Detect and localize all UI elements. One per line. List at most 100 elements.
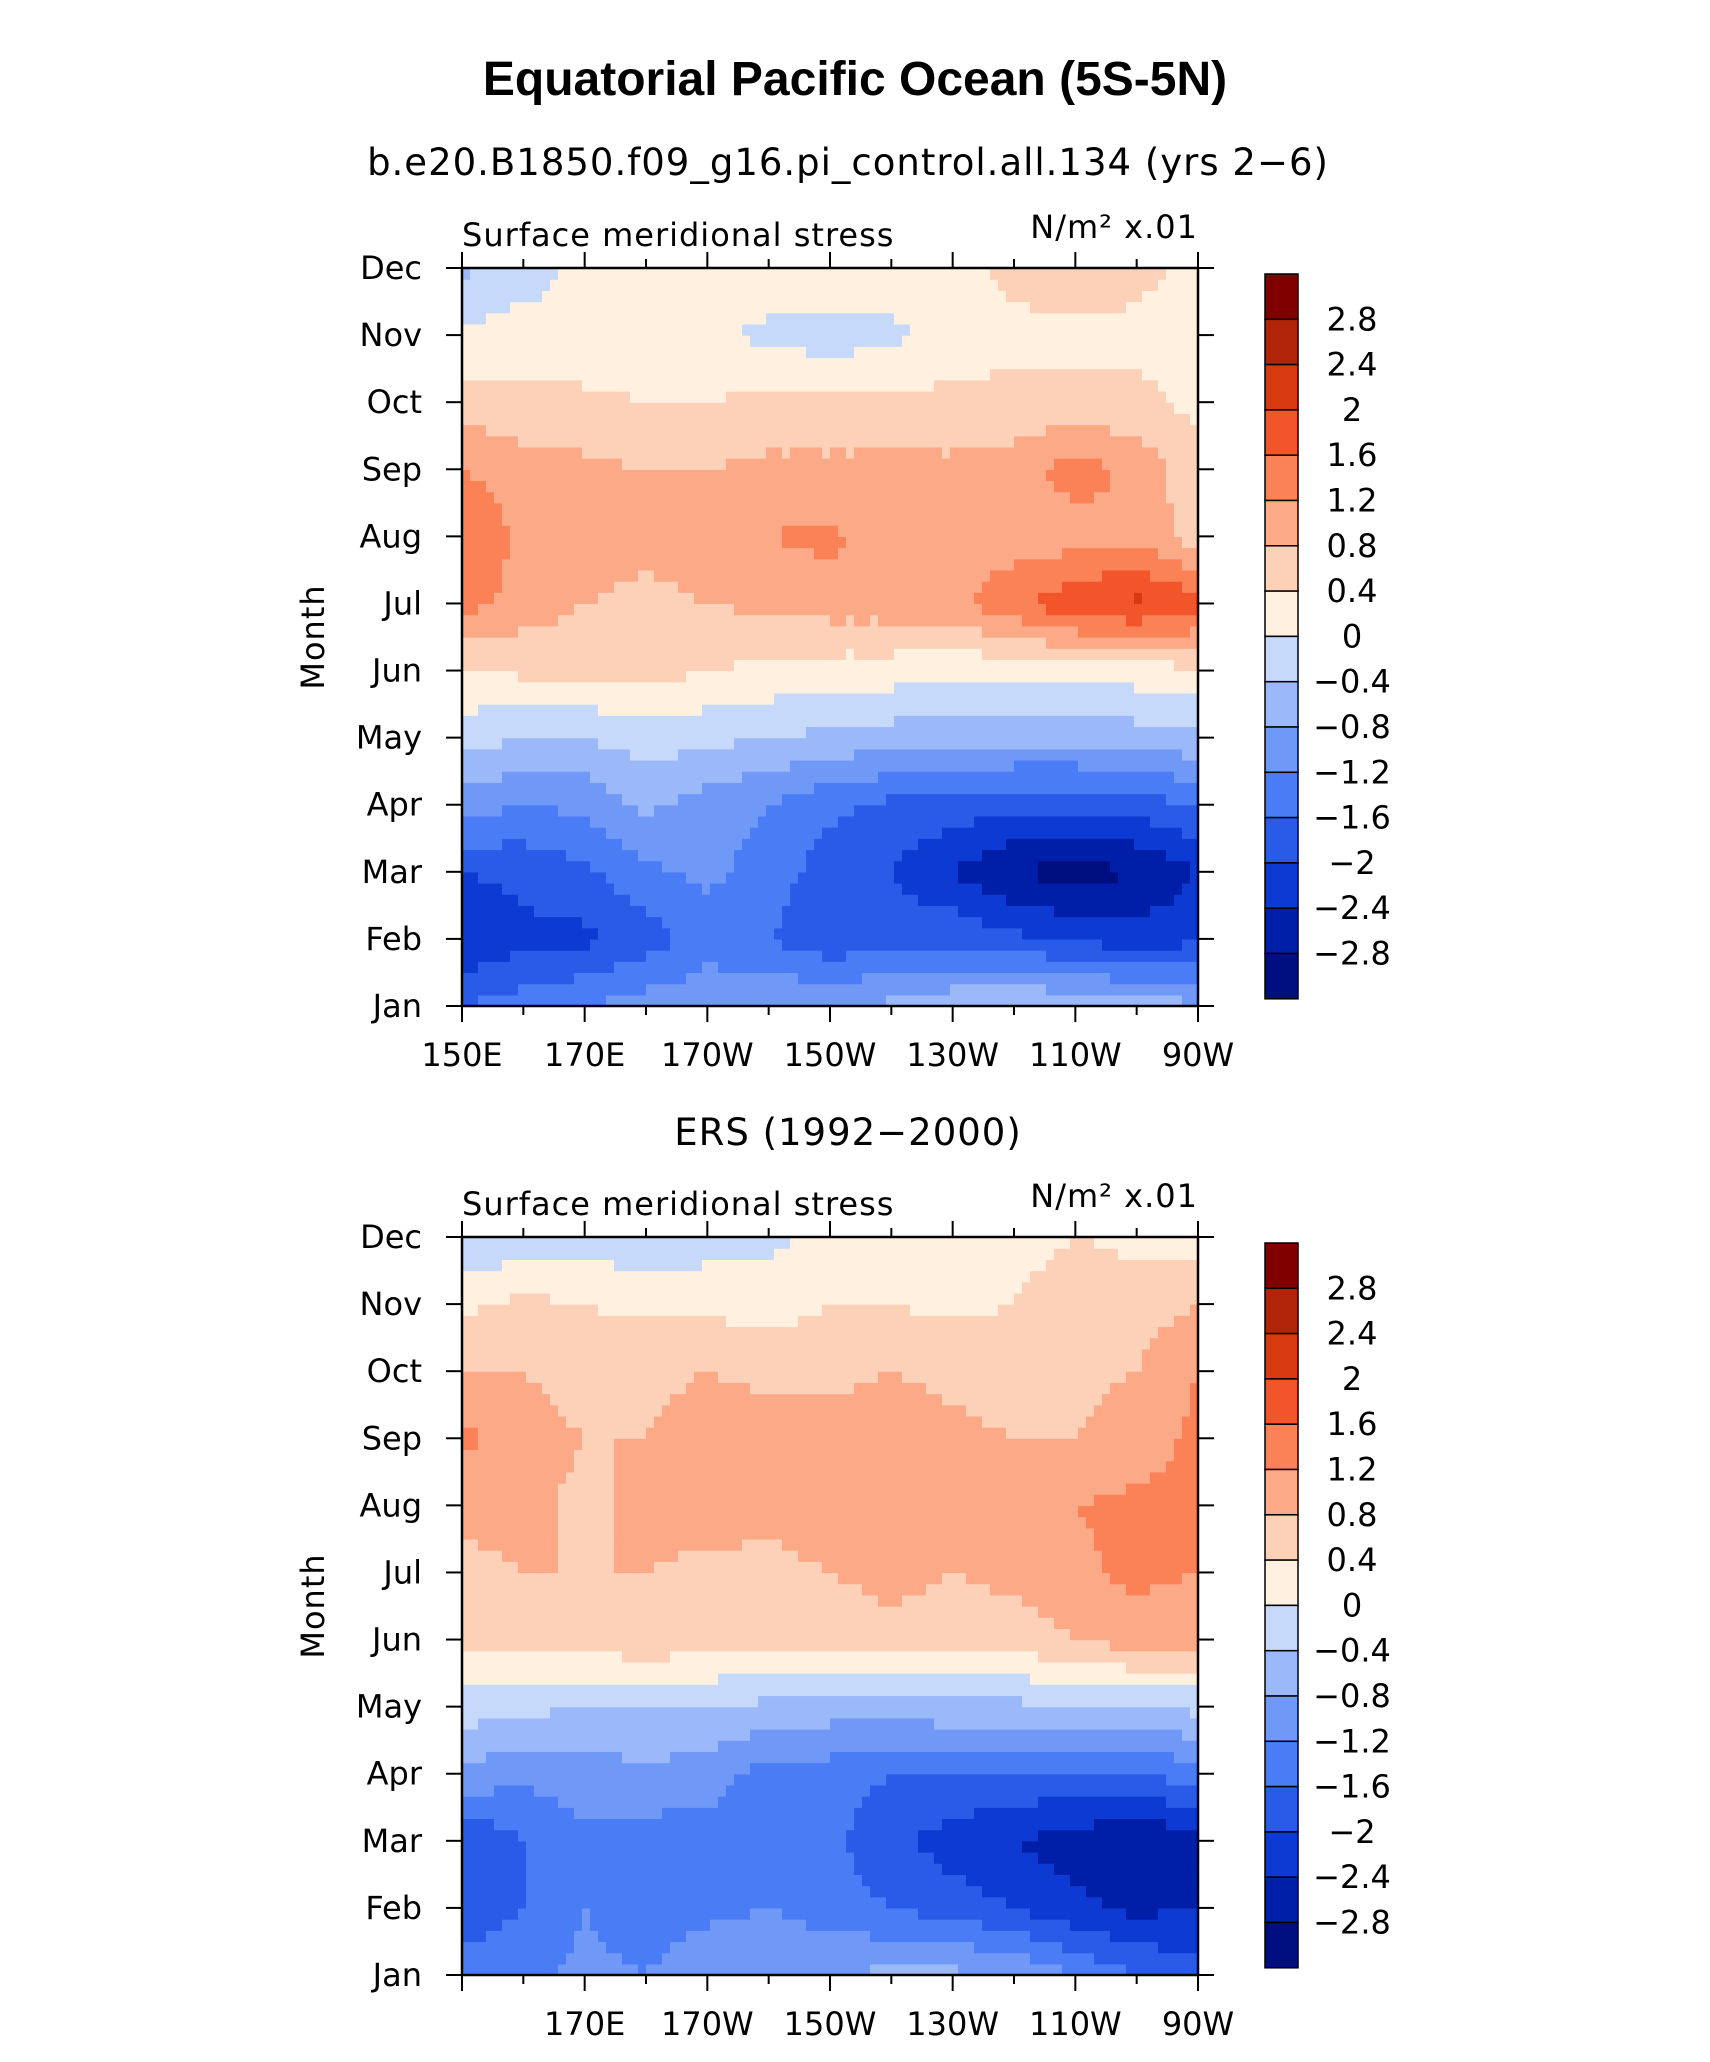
stress-cell bbox=[1030, 625, 1039, 638]
stress-cell bbox=[1142, 871, 1151, 884]
stress-cell bbox=[622, 782, 631, 795]
stress-cell bbox=[774, 961, 783, 974]
stress-cell bbox=[742, 793, 751, 806]
stress-cell bbox=[1126, 547, 1135, 560]
stress-cell bbox=[990, 938, 999, 951]
stress-cell bbox=[646, 994, 655, 1006]
stress-cell bbox=[614, 502, 623, 515]
stress-cell bbox=[902, 648, 911, 660]
stress-cell bbox=[798, 413, 807, 426]
stress-cell bbox=[1038, 402, 1047, 414]
stress-cell bbox=[790, 726, 799, 739]
stress-cell bbox=[614, 547, 623, 560]
stress-cell bbox=[510, 950, 519, 962]
stress-cell bbox=[878, 994, 887, 1006]
stress-cell bbox=[766, 659, 775, 672]
stress-cell bbox=[542, 659, 551, 672]
stress-cell bbox=[990, 760, 999, 772]
stress-cell bbox=[622, 838, 631, 851]
stress-cell bbox=[630, 871, 639, 884]
stress-cell bbox=[1102, 525, 1111, 537]
stress-cell bbox=[958, 748, 967, 761]
stress-cell bbox=[734, 860, 743, 873]
stress-cell bbox=[750, 413, 759, 426]
stress-cell bbox=[462, 704, 471, 716]
stress-cell bbox=[838, 938, 847, 951]
stress-cell bbox=[910, 748, 919, 761]
stress-cell bbox=[534, 983, 543, 996]
stress-cell bbox=[486, 905, 495, 918]
stress-cell bbox=[550, 592, 559, 605]
stress-cell bbox=[710, 849, 719, 862]
stress-cell bbox=[926, 536, 935, 549]
stress-cell bbox=[766, 446, 775, 459]
stress-cell bbox=[574, 681, 583, 694]
stress-cell bbox=[910, 860, 919, 873]
stress-cell bbox=[734, 726, 743, 739]
stress-cell bbox=[1102, 804, 1111, 817]
stress-cell bbox=[1006, 704, 1015, 716]
stress-cell bbox=[638, 525, 647, 537]
stress-cell bbox=[662, 827, 671, 839]
stress-cell bbox=[646, 804, 655, 817]
stress-cell bbox=[590, 726, 599, 739]
stress-cell bbox=[1070, 458, 1079, 470]
stress-cell bbox=[1030, 603, 1039, 616]
stress-cell bbox=[1078, 950, 1087, 962]
stress-cell bbox=[710, 726, 719, 739]
stress-cell bbox=[878, 592, 887, 605]
stress-cell bbox=[1094, 480, 1103, 493]
stress-cell bbox=[686, 883, 695, 895]
stress-cell bbox=[966, 480, 975, 493]
stress-cell bbox=[646, 827, 655, 839]
stress-cell bbox=[790, 760, 799, 772]
stress-cell bbox=[598, 827, 607, 839]
stress-cell bbox=[798, 737, 807, 750]
stress-cell bbox=[990, 413, 999, 426]
stress-cell bbox=[598, 894, 607, 906]
stress-cell bbox=[598, 871, 607, 884]
stress-cell bbox=[990, 871, 999, 884]
stress-cell bbox=[582, 905, 591, 918]
stress-cell bbox=[686, 558, 695, 571]
stress-cell bbox=[702, 402, 711, 414]
stress-cell bbox=[814, 614, 823, 627]
stress-cell bbox=[678, 413, 687, 426]
stress-cell bbox=[1110, 637, 1119, 649]
stress-cell bbox=[462, 536, 471, 549]
stress-cell bbox=[598, 458, 607, 470]
stress-cell bbox=[734, 804, 743, 817]
stress-cell bbox=[846, 648, 855, 660]
stress-cell bbox=[566, 927, 575, 940]
stress-cell bbox=[1062, 994, 1071, 1006]
stress-cell bbox=[758, 581, 767, 593]
stress-cell bbox=[846, 726, 855, 739]
stress-cell bbox=[542, 994, 551, 1006]
stress-cell bbox=[710, 838, 719, 851]
stress-cell bbox=[870, 938, 879, 951]
stress-cell bbox=[862, 469, 871, 482]
stress-cell bbox=[726, 536, 735, 549]
stress-cell bbox=[878, 614, 887, 627]
stress-cell bbox=[846, 614, 855, 627]
stress-cell bbox=[1054, 827, 1063, 839]
stress-cell bbox=[1022, 972, 1031, 985]
stress-cell bbox=[1094, 659, 1103, 672]
stress-cell bbox=[854, 983, 863, 996]
stress-cell bbox=[782, 446, 791, 459]
stress-cell bbox=[910, 793, 919, 806]
stress-cell bbox=[638, 938, 647, 951]
stress-cell bbox=[566, 558, 575, 571]
stress-cell bbox=[726, 435, 735, 448]
stress-cell bbox=[1150, 782, 1159, 795]
stress-cell bbox=[486, 625, 495, 638]
stress-cell bbox=[734, 760, 743, 772]
stress-cell bbox=[766, 670, 775, 683]
stress-cell bbox=[574, 771, 583, 783]
stress-cell bbox=[742, 402, 751, 414]
stress-cell bbox=[686, 614, 695, 627]
stress-cell bbox=[630, 424, 639, 437]
stress-cell bbox=[638, 827, 647, 839]
stress-cell bbox=[894, 625, 903, 638]
stress-cell bbox=[942, 715, 951, 728]
